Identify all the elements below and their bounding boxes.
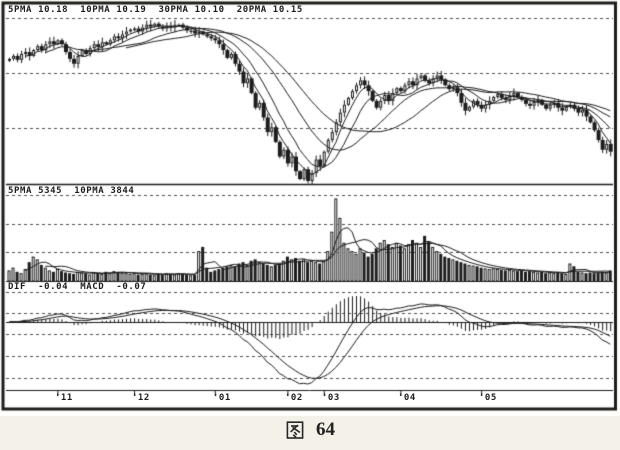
x-axis-label-jan: '01 — [213, 393, 231, 403]
x-axis-label-feb: '02 — [285, 393, 303, 403]
stock-chart-canvas — [0, 0, 620, 416]
x-axis-label-may: '05 — [479, 393, 497, 403]
macd-panel-header: DIF -0.04 MACD -0.07 — [8, 282, 147, 292]
x-axis-label-mar: '03 — [322, 393, 340, 403]
figure-caption: 64 — [0, 419, 620, 441]
x-axis-label-nov: '11 — [55, 393, 73, 403]
price-panel-header: 5PMA 10.18 10PMA 10.19 30PMA 10.10 20PMA… — [8, 5, 303, 15]
figure-caption-tu-glyph — [286, 421, 304, 439]
x-axis-label-apr: '04 — [398, 393, 416, 403]
figure-caption-number: 64 — [316, 419, 335, 440]
x-axis-label-dec: '12 — [132, 393, 150, 403]
volume-panel-header: 5PMA 5345 10PMA 3844 — [8, 186, 135, 196]
